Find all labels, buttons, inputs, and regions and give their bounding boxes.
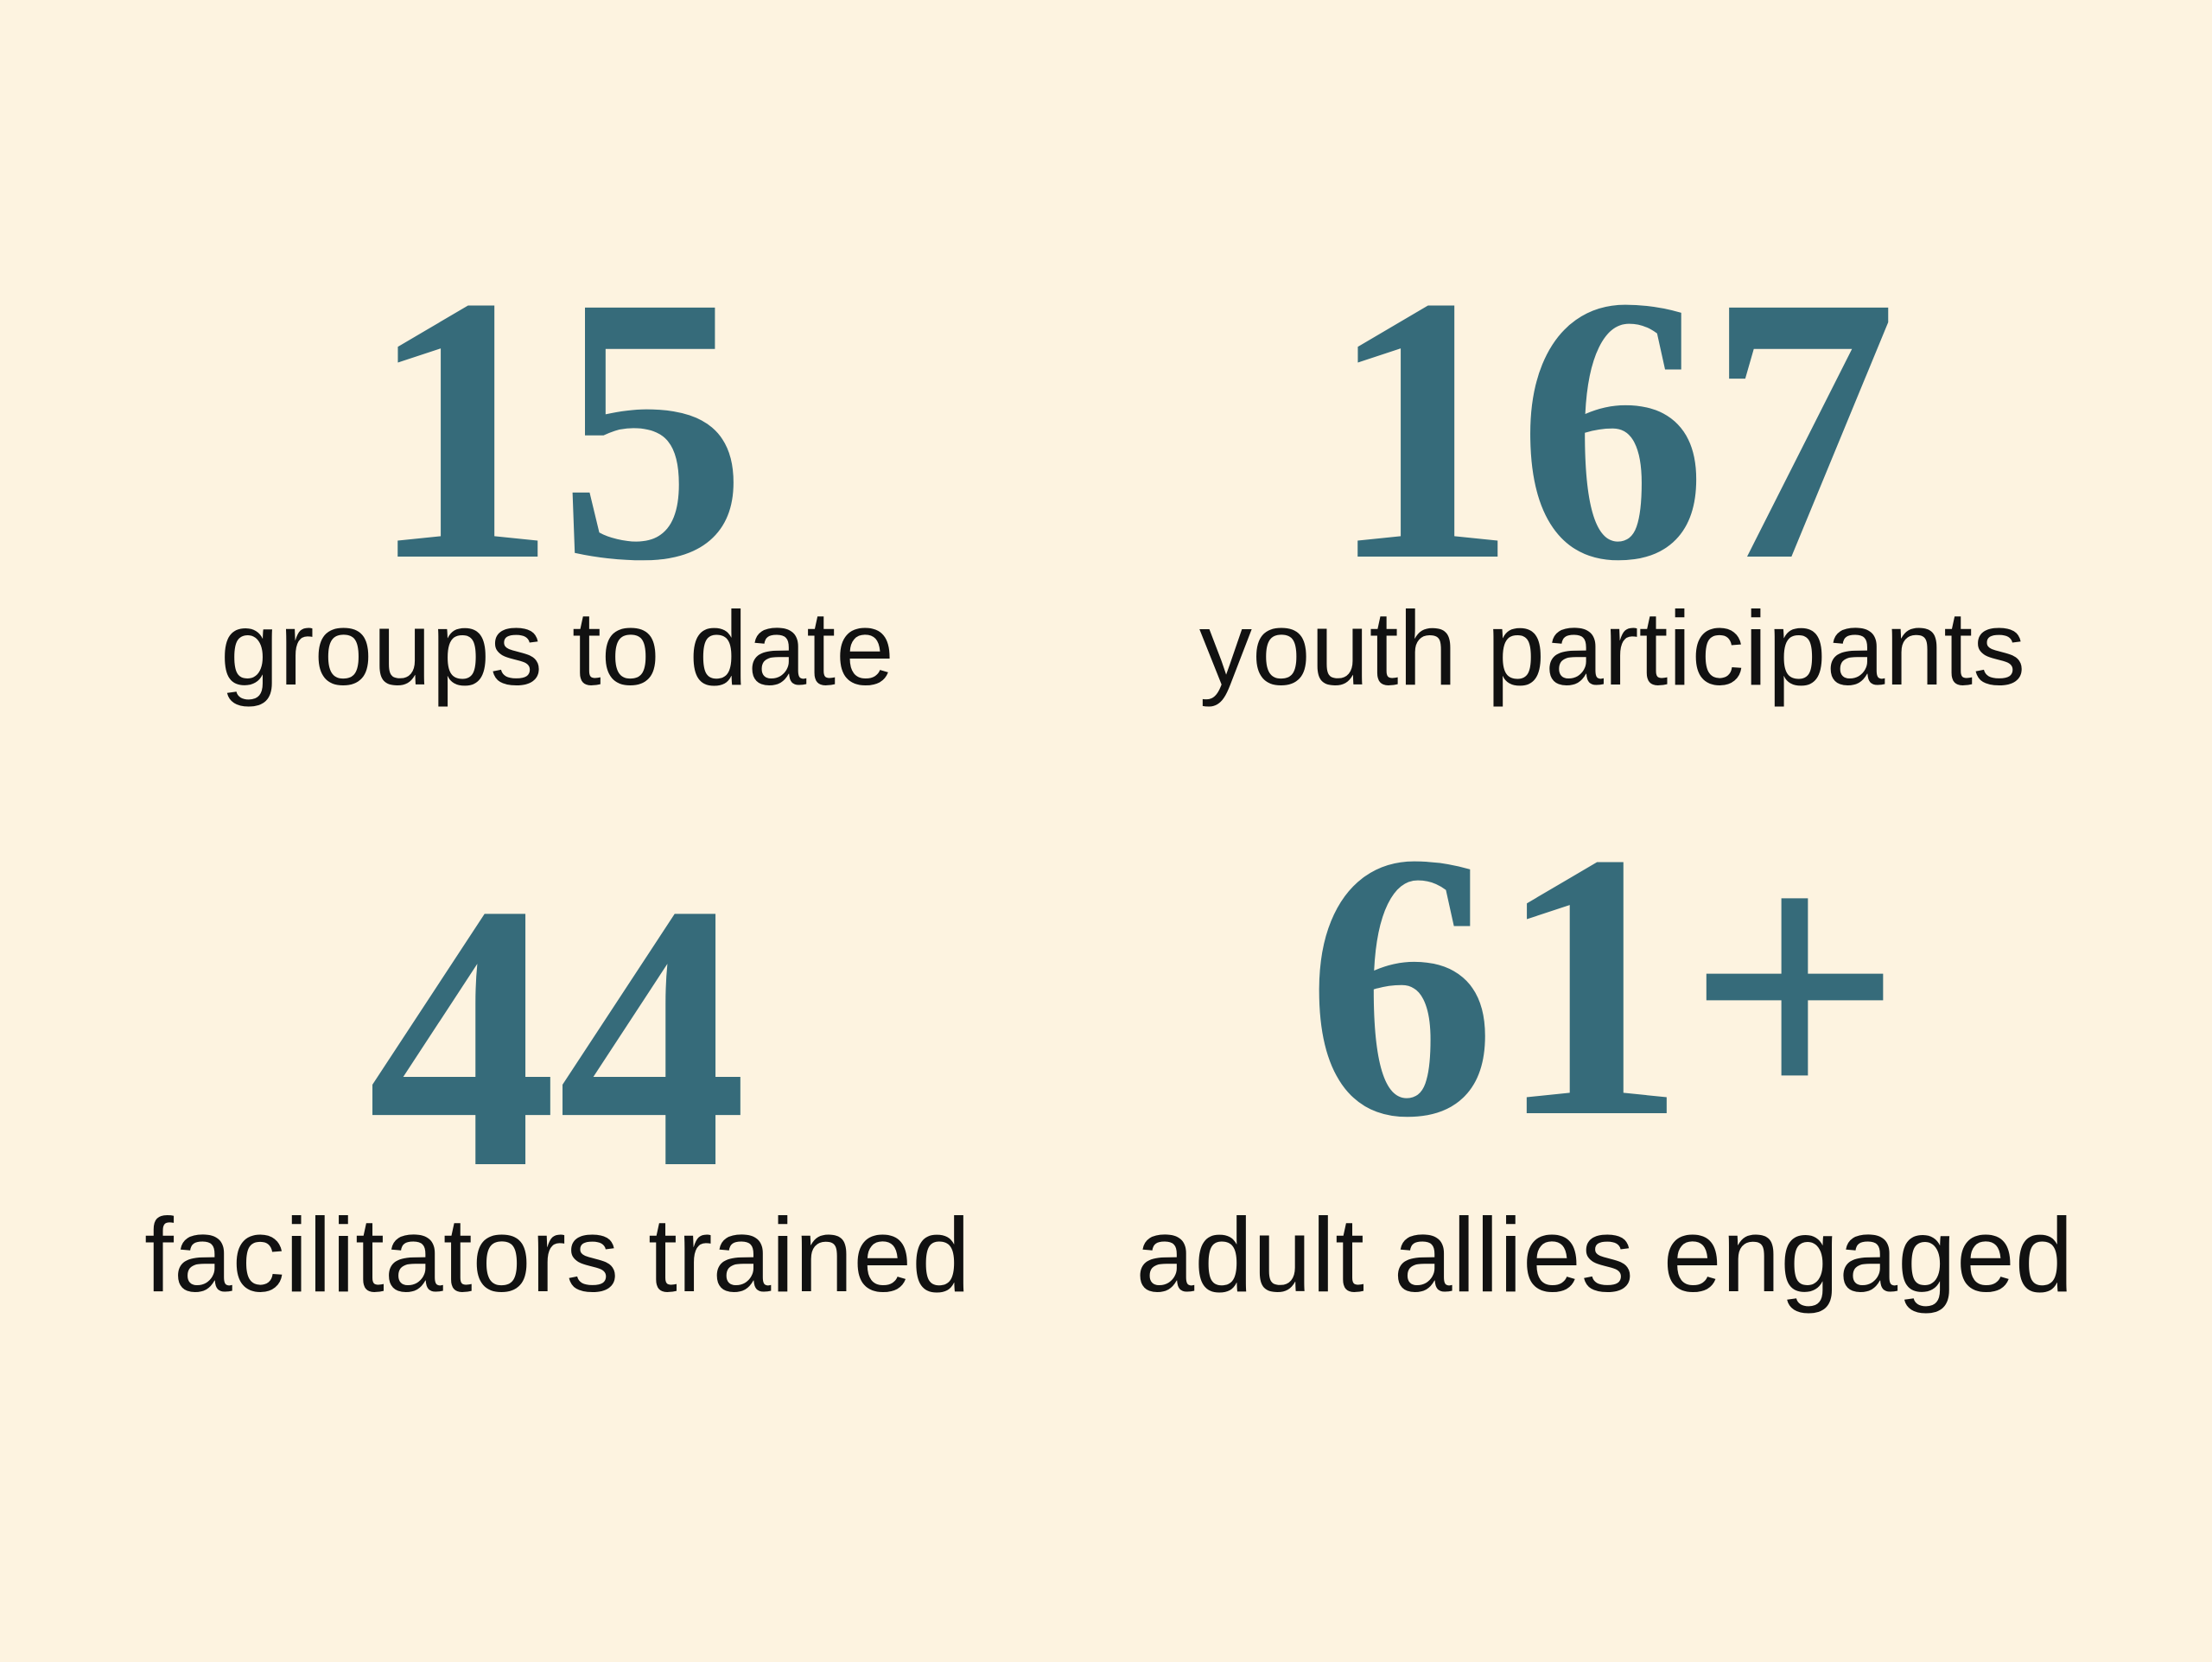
stat-value: 15 bbox=[367, 219, 747, 640]
stat-label: facilitators trained bbox=[144, 1196, 970, 1314]
stat-block: 61+ adult allies engaged bbox=[1135, 775, 2073, 1314]
stat-label: youth participants bbox=[1199, 589, 2025, 707]
stat-value: 44 bbox=[367, 826, 747, 1247]
stat-value: 167 bbox=[1327, 219, 1897, 640]
stat-label: groups to date bbox=[220, 589, 894, 707]
stat-value: 61+ bbox=[1306, 775, 1904, 1196]
stat-label: adult allies engaged bbox=[1135, 1196, 2073, 1314]
stat-block: 167 youth participants bbox=[1199, 219, 2025, 707]
stat-block: 15 groups to date bbox=[220, 219, 894, 707]
stat-block: 44 facilitators trained bbox=[144, 826, 970, 1314]
